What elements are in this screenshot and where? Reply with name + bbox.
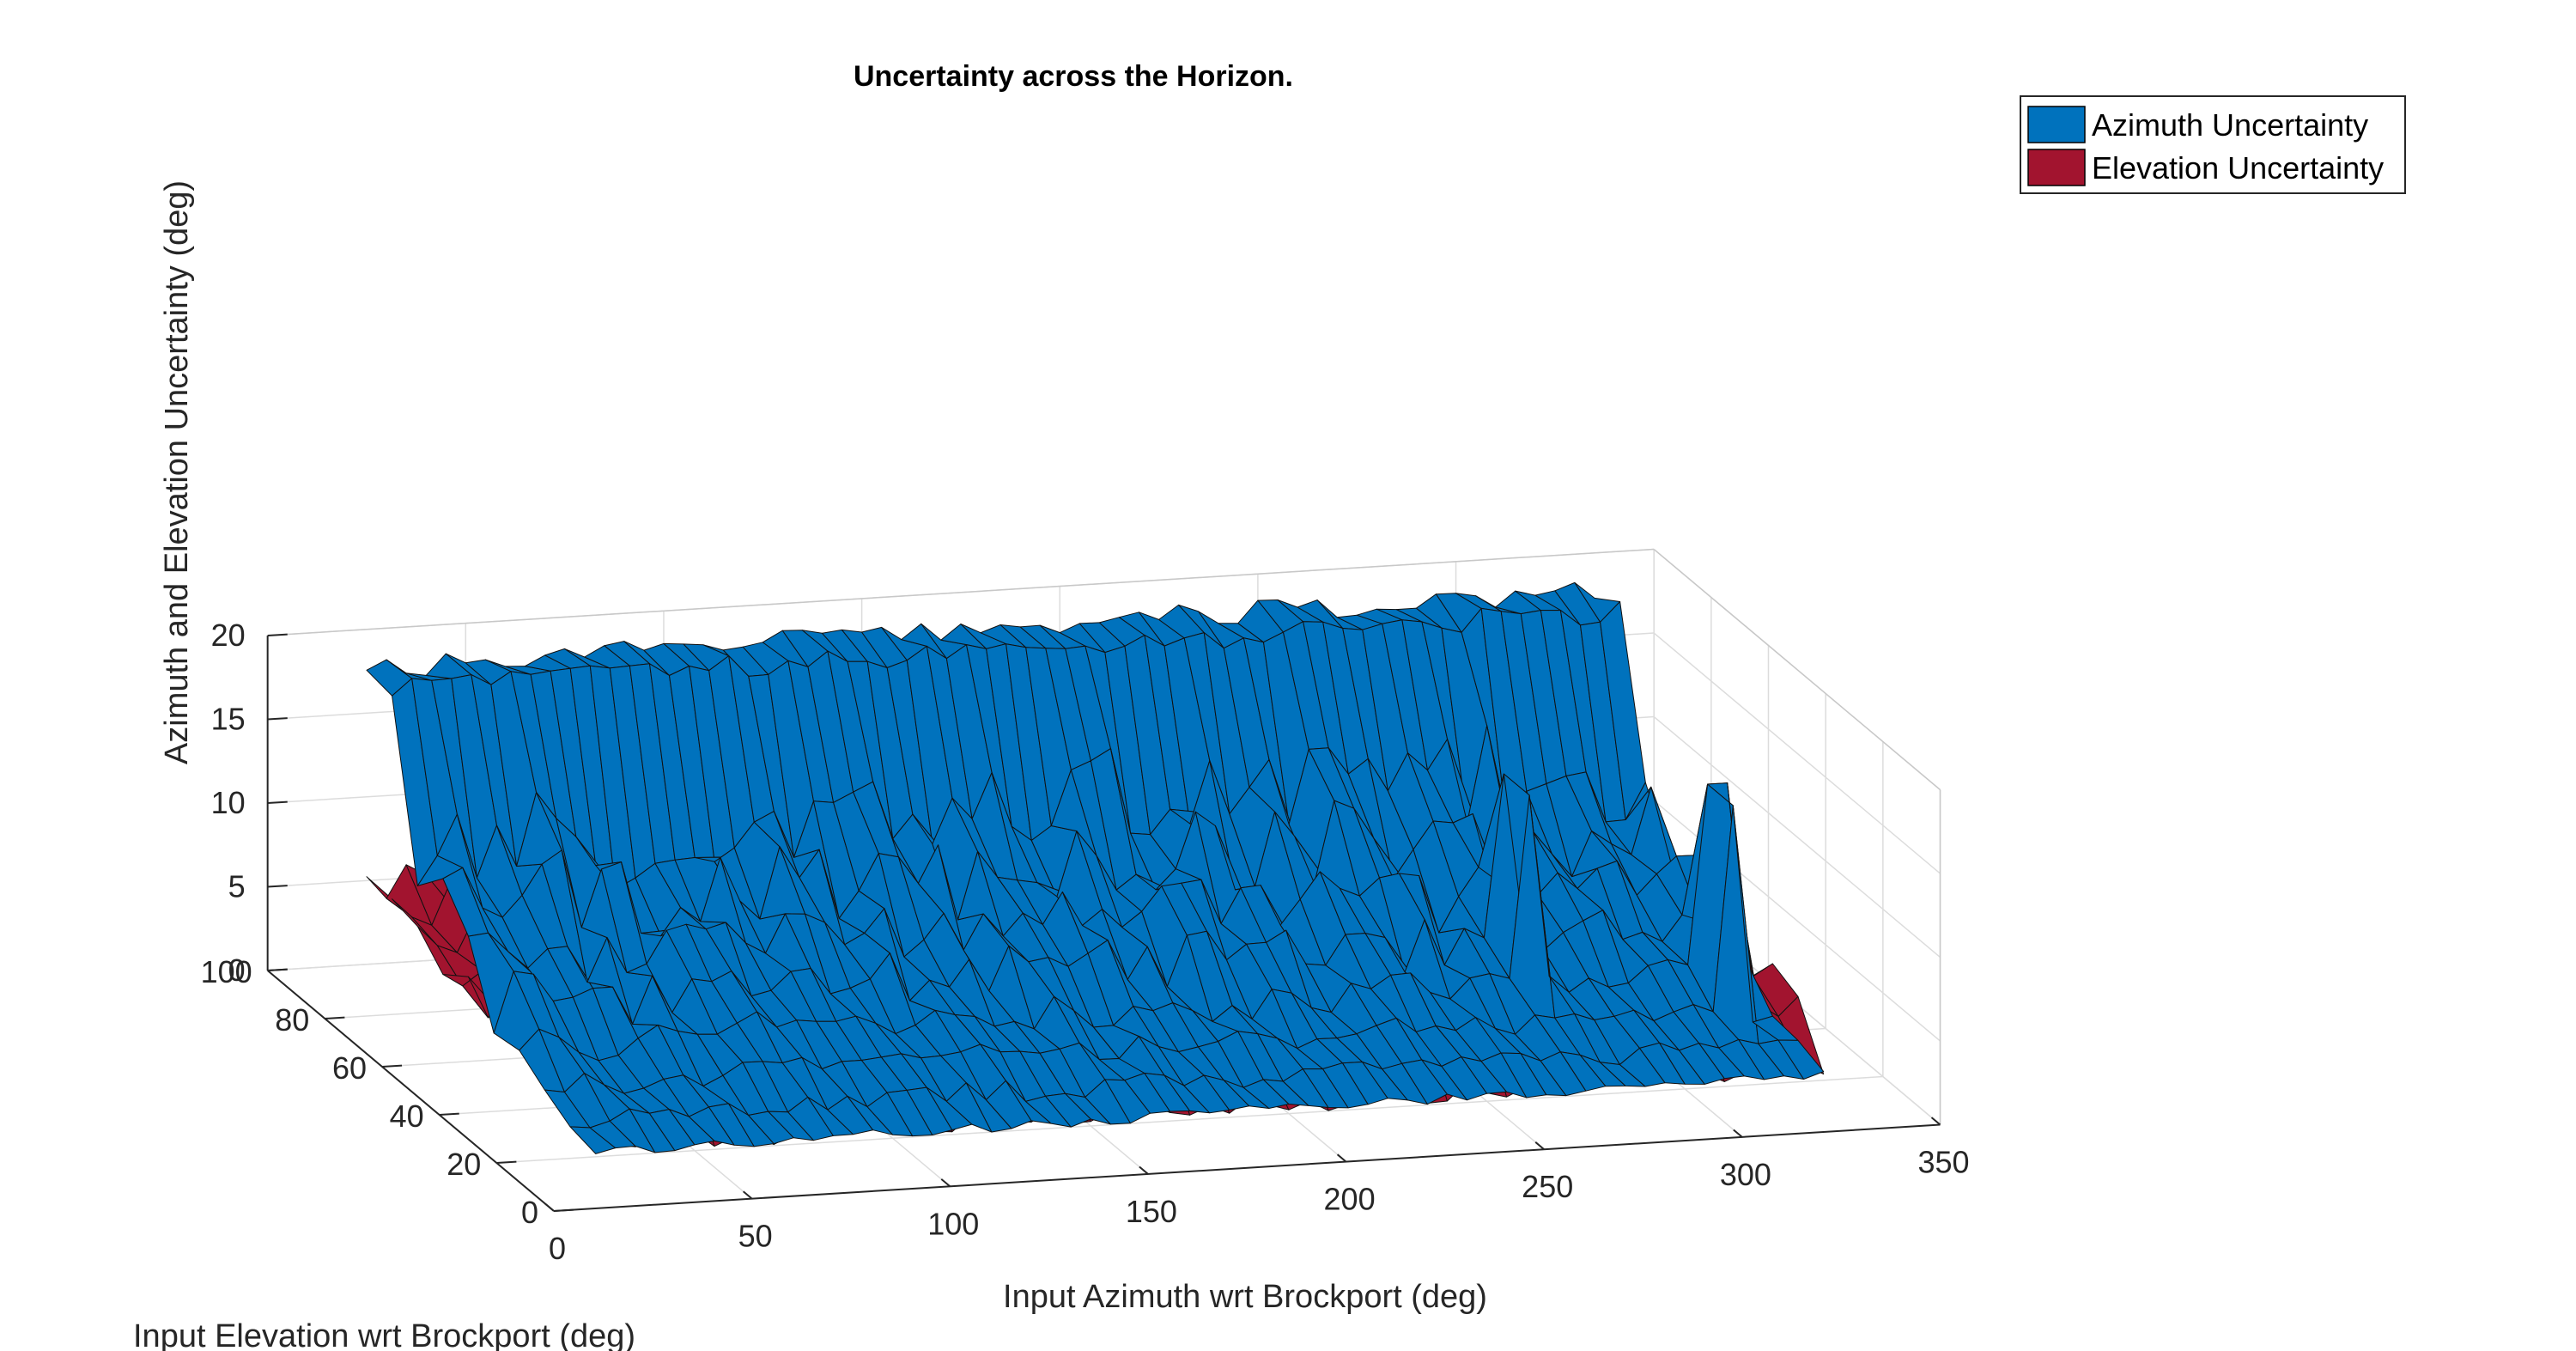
z-tick-label: 0 bbox=[228, 952, 246, 988]
z-tick-mark bbox=[267, 717, 288, 721]
y-tick-label: 20 bbox=[447, 1147, 481, 1182]
legend-swatch-azimuth bbox=[2027, 106, 2086, 143]
x-tick-mark bbox=[743, 1190, 753, 1200]
x-tick-mark bbox=[1930, 1117, 1941, 1126]
legend: Azimuth Uncertainty Elevation Uncertaint… bbox=[2020, 95, 2406, 194]
z-tick-mark bbox=[267, 885, 288, 888]
y-axis-label: Input Elevation wrt Brockport (deg) bbox=[133, 1318, 635, 1351]
x-tick-label: 100 bbox=[927, 1206, 979, 1241]
y-tick-mark bbox=[496, 1160, 517, 1164]
grid-line-side-z bbox=[1653, 632, 1941, 874]
tick-labels: 0 50 100 150 200 250 300 3500204060801000510152… bbox=[201, 618, 1970, 1266]
z-tick-label: 10 bbox=[211, 785, 246, 820]
legend-label-azimuth: Azimuth Uncertainty bbox=[2092, 107, 2368, 143]
z-tick-mark bbox=[267, 633, 288, 636]
z-tick-label: 20 bbox=[211, 618, 246, 653]
grid-line-side-z bbox=[1653, 715, 1941, 958]
legend-label-elevation: Elevation Uncertainty bbox=[2092, 150, 2384, 186]
x-tick-mark bbox=[544, 1202, 555, 1212]
box-edge bbox=[267, 548, 1655, 636]
y-tick-mark bbox=[325, 1016, 345, 1019]
y-tick-label: 40 bbox=[390, 1098, 424, 1134]
y-axis-line bbox=[267, 970, 555, 1212]
x-tick-mark bbox=[1733, 1129, 1743, 1138]
y-tick-mark bbox=[439, 1112, 459, 1116]
azimuth-surface-patch bbox=[1777, 1039, 1825, 1080]
x-tick-label: 50 bbox=[738, 1219, 773, 1254]
y-tick-mark bbox=[553, 1208, 574, 1212]
x-tick-label: 200 bbox=[1324, 1182, 1376, 1217]
azimuth-uncertainty-surface bbox=[366, 581, 1825, 1154]
legend-swatch-elevation bbox=[2027, 149, 2086, 186]
chart-title: Uncertainty across the Horizon. bbox=[854, 60, 1293, 93]
x-axis-line bbox=[553, 1123, 1941, 1212]
grid-line-floor-y bbox=[496, 1075, 1883, 1164]
x-tick-mark bbox=[940, 1178, 951, 1188]
x-tick-label: 0 bbox=[549, 1231, 566, 1266]
x-axis-label: Input Azimuth wrt Brockport (deg) bbox=[1003, 1279, 1487, 1315]
box-edge bbox=[1653, 548, 1941, 791]
y-tick-label: 100 bbox=[201, 954, 252, 989]
z-tick-label: 5 bbox=[228, 869, 246, 904]
x-tick-label: 350 bbox=[1917, 1145, 1969, 1180]
y-tick-mark bbox=[381, 1064, 403, 1068]
x-tick-label: 150 bbox=[1126, 1194, 1177, 1229]
x-tick-label: 300 bbox=[1720, 1157, 1771, 1192]
y-tick-label: 0 bbox=[521, 1195, 538, 1230]
x-tick-mark bbox=[1534, 1141, 1545, 1150]
z-tick-mark bbox=[267, 800, 288, 804]
y-tick-label: 60 bbox=[332, 1050, 367, 1086]
y-tick-label: 80 bbox=[275, 1002, 309, 1038]
z-tick-mark bbox=[267, 968, 288, 971]
x-tick-label: 250 bbox=[1522, 1169, 1573, 1204]
x-tick-mark bbox=[1336, 1153, 1347, 1163]
x-tick-mark bbox=[1139, 1165, 1149, 1175]
z-axis-label: Azimuth and Elevation Uncertainty (deg) bbox=[159, 180, 195, 764]
z-tick-label: 15 bbox=[211, 702, 246, 737]
axes-box bbox=[266, 548, 1941, 1212]
